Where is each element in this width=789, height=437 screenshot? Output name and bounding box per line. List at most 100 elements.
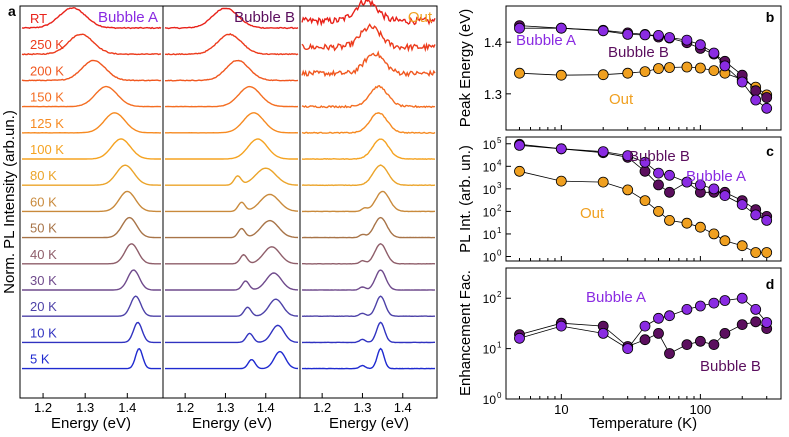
spectrum-A-50k [22, 216, 161, 239]
spectrum-O-20k [301, 295, 435, 318]
temperature-labels: RT 250 K 200 K 150 K 125 K 100 K 80 K 60 K 50 K 4… [30, 11, 64, 367]
y-tick-label: 10 [483, 343, 497, 357]
spectrum-O-40k [302, 243, 436, 265]
data-point-out [708, 65, 720, 76]
sub-panel-title-bubble-a: Bubble A [98, 9, 158, 26]
y-tick-label: 10 [483, 393, 497, 407]
spectrum-O-rt [301, 0, 436, 27]
spectrum-A-60k [22, 190, 161, 213]
panel-a-label: a [8, 3, 16, 19]
bubble-a-spectra [21, 6, 162, 370]
data-point-out [639, 66, 651, 77]
data-point-bubble-a [761, 214, 773, 226]
data-point-out [736, 240, 748, 252]
data-point-bubble-a [708, 297, 720, 309]
temperature-label: 5 K [30, 352, 50, 367]
sub-panel-title-bubble-b: Bubble B [234, 9, 295, 26]
data-point-out [622, 184, 634, 196]
data-point-bubble-a [653, 312, 664, 324]
spectrum-O-30k [301, 269, 436, 291]
data-point-bubble-a [681, 176, 693, 188]
data-point-bubble-b [719, 327, 731, 339]
data-point-out [695, 62, 706, 74]
panel-d-x-axis-label: Temperature (K) [589, 415, 697, 432]
data-point-bubble-a [653, 30, 664, 41]
temperature-label: 60 K [30, 194, 57, 209]
data-point-bubble-a [622, 343, 634, 355]
data-point-bubble-a [653, 167, 664, 179]
data-point-out [514, 165, 525, 177]
spectrum-B-20k [165, 298, 299, 317]
x-tick-label: 1.4 [394, 400, 412, 415]
spectrum-O-5k [302, 347, 436, 370]
y-tick-label: 10 [483, 250, 497, 264]
spectrum-O-80k [301, 164, 436, 187]
data-point-bubble-a [719, 190, 731, 202]
data-point-bubble-b [681, 339, 693, 351]
data-point-bubble-a [761, 102, 773, 114]
data-point-bubble-b [639, 165, 651, 177]
x-tick-label: 1.4 [257, 400, 275, 415]
x-tick-label: 1.2 [176, 400, 194, 415]
data-point-bubble-b [639, 334, 651, 346]
spectrum-B-5k [165, 350, 299, 370]
panel-b-annotation-bubble-a: Bubble A [516, 32, 576, 49]
data-point-bubble-a [555, 22, 567, 34]
data-point-out [695, 221, 706, 233]
temperature-label: 250 K [30, 37, 64, 52]
panel-d-data [514, 292, 773, 359]
data-point-bubble-a [695, 179, 706, 191]
y-tick-exponent: 5 [497, 136, 502, 145]
data-point-bubble-b [664, 186, 675, 198]
spectrum-A-250k [21, 33, 162, 56]
spectrum-O-60k [301, 190, 436, 213]
x-axis-label-out: Energy (eV) [329, 415, 409, 432]
panel-b-data [514, 20, 773, 114]
x-tick-label: 1.2 [34, 400, 52, 415]
panel-b-ticks: 1.3 1.4 [484, 35, 768, 130]
temperature-label: 40 K [30, 247, 57, 262]
spectrum-B-100k [165, 138, 298, 160]
y-tick-exponent: 0 [497, 391, 502, 400]
data-point-bubble-b [750, 316, 762, 328]
panel-c-data [514, 138, 773, 258]
data-point-bubble-a [597, 327, 609, 339]
temperature-label: RT [30, 11, 47, 26]
y-tick-label: 10 [483, 228, 497, 242]
data-point-bubble-a [736, 76, 748, 88]
y-tick-exponent: 1 [497, 341, 502, 350]
data-point-bubble-a [514, 22, 525, 34]
y-tick-exponent: 2 [497, 290, 502, 299]
spectrum-B-rt [164, 7, 299, 30]
data-point-bubble-a [664, 32, 675, 43]
x-tick-label: 1.3 [216, 400, 234, 415]
data-point-out [597, 176, 609, 188]
data-point-bubble-b [653, 327, 664, 339]
spectrum-B-60k [165, 193, 299, 213]
y-tick-exponent: 3 [497, 181, 502, 190]
spectrum-B-40k [165, 246, 299, 265]
data-point-out [653, 63, 664, 74]
data-point-bubble-a [736, 292, 748, 304]
data-point-out [639, 195, 651, 207]
data-point-bubble-b [664, 348, 675, 359]
data-point-bubble-b [695, 335, 706, 347]
data-point-bubble-b [761, 92, 773, 103]
y-tick-exponent: 2 [497, 203, 502, 212]
spectrum-A-20k [22, 295, 161, 317]
sub-panel-out-frame [299, 5, 438, 399]
x-axis-label-bubble-a: Energy (eV) [51, 415, 131, 432]
data-point-bubble-a [622, 29, 634, 40]
spectrum-B-250k [164, 33, 299, 56]
panel-b-annotation-bubble-b: Bubble B [608, 44, 669, 61]
temperature-label: 20 K [30, 299, 57, 314]
data-point-bubble-a [695, 39, 706, 51]
spectrum-A-100k [22, 138, 161, 160]
data-point-bubble-a [639, 156, 651, 168]
y-tick-label: 1.3 [484, 87, 502, 102]
data-point-bubble-b [736, 319, 748, 331]
data-point-out [555, 175, 567, 187]
spectrum-B-10k [165, 324, 299, 344]
